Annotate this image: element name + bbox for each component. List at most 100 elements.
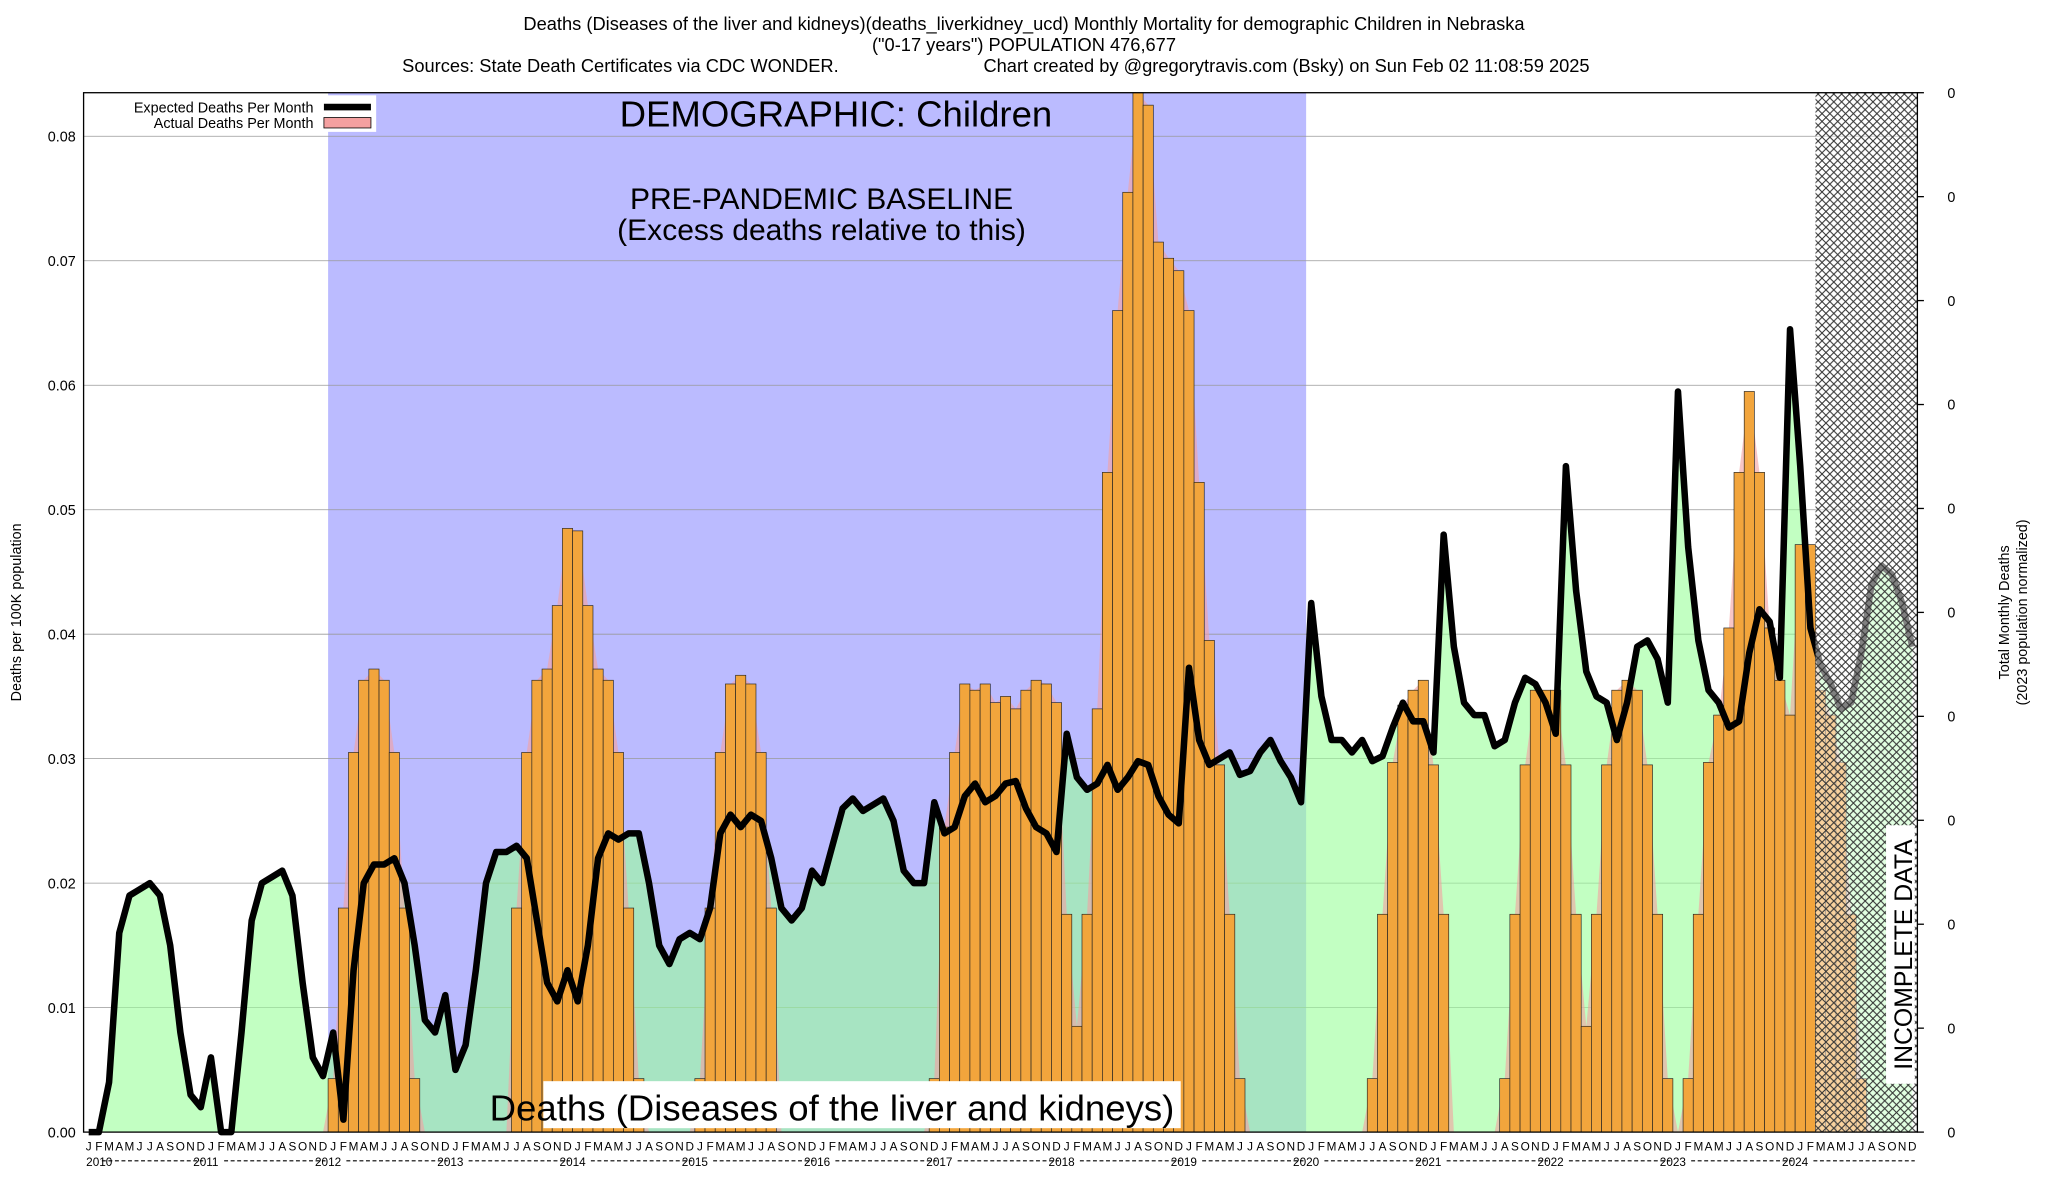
x-tick-label: D	[1175, 1140, 1184, 1153]
bar	[1560, 764, 1572, 1133]
x-tick-label: N	[1531, 1140, 1540, 1153]
x-tick-label: A	[1705, 1140, 1713, 1153]
x-tick-label: M	[247, 1140, 257, 1153]
label-box	[1886, 825, 1915, 1084]
bar	[1366, 1078, 1378, 1133]
bar	[1641, 764, 1653, 1133]
x-tick-label: O	[1154, 1140, 1163, 1153]
x-tick-label: M	[1327, 1140, 1337, 1153]
year-label: 2012	[315, 1156, 341, 1169]
bar	[613, 752, 624, 1133]
x-tick-label: A	[1216, 1140, 1224, 1153]
bar	[989, 702, 1001, 1133]
x-tick-label: O	[176, 1140, 185, 1153]
x-tick-label: N	[1653, 1140, 1662, 1153]
x-tick-label: J	[1247, 1140, 1253, 1153]
x-tick-label: A	[1460, 1140, 1468, 1153]
bar	[1499, 1078, 1511, 1133]
bar	[1662, 1078, 1674, 1133]
bar	[1142, 104, 1154, 1133]
x-tick-label: M	[715, 1140, 725, 1153]
x-tick-label: J	[1125, 1140, 1131, 1153]
bar	[745, 683, 757, 1133]
x-tick-label: J	[1308, 1140, 1314, 1153]
x-tick-label: O	[543, 1140, 552, 1153]
x-tick-label: O	[787, 1140, 796, 1153]
x-tick-label: M	[471, 1140, 481, 1153]
x-tick-label: D	[563, 1140, 572, 1153]
bar	[521, 752, 533, 1133]
x-tick-label: O	[1276, 1140, 1285, 1153]
year-label: 2024	[1782, 1156, 1809, 1169]
x-tick-label: M	[1204, 1140, 1214, 1153]
x-tick-label: A	[401, 1140, 409, 1153]
bar	[1794, 544, 1806, 1133]
bar	[368, 668, 380, 1133]
x-tick-label: F	[1318, 1140, 1325, 1153]
y2-tick-label: 0	[1947, 606, 1955, 622]
bar	[1540, 689, 1551, 1133]
year-label: 2022	[1538, 1156, 1564, 1169]
x-tick-label: S	[1144, 1140, 1152, 1153]
x-tick-label: F	[951, 1140, 958, 1153]
x-tick-label: S	[1022, 1140, 1030, 1153]
x-tick-label: J	[1431, 1140, 1437, 1153]
x-tick-label: J	[1369, 1140, 1375, 1153]
bar	[399, 907, 410, 1133]
bar	[1417, 679, 1429, 1133]
x-tick-label: M	[980, 1140, 990, 1153]
x-tick-label: O	[1398, 1140, 1407, 1153]
bar	[1000, 696, 1012, 1133]
x-tick-label: J	[1726, 1140, 1732, 1153]
x-tick-label: M	[1449, 1140, 1459, 1153]
x-tick-label: A	[645, 1140, 653, 1153]
x-tick-label: D	[1786, 1140, 1795, 1153]
plot-frame	[82, 92, 1919, 1133]
bar	[755, 752, 767, 1133]
x-tick-label: F	[1562, 1140, 1569, 1153]
annotation: DEMOGRAPHIC: Children	[620, 94, 1053, 135]
legend-label: Actual Deaths Per Month	[154, 116, 314, 132]
bar	[1774, 679, 1786, 1133]
x-tick-label: A	[278, 1140, 286, 1153]
bar	[1580, 1025, 1592, 1133]
x-tick-label: S	[1756, 1140, 1764, 1153]
y-tick-label: 0.00	[48, 1125, 76, 1141]
x-tick-label: M	[858, 1140, 868, 1153]
x-tick-label: D	[1052, 1140, 1061, 1153]
expected-line	[88, 325, 1916, 1136]
x-tick-label: J	[1186, 1140, 1192, 1153]
x-tick-label: J	[1359, 1140, 1365, 1153]
x-tick-label: A	[1134, 1140, 1142, 1153]
bar	[541, 668, 553, 1133]
x-tick-label: J	[748, 1140, 754, 1153]
bar	[582, 605, 594, 1133]
x-tick-label: M	[1103, 1140, 1113, 1153]
x-tick-label: M	[491, 1140, 501, 1153]
x-tick-label: A	[1338, 1140, 1346, 1153]
x-tick-label: F	[707, 1140, 714, 1153]
bar	[979, 683, 991, 1133]
x-tick-label: S	[533, 1140, 541, 1153]
bar	[1703, 762, 1714, 1133]
x-tick-label: O	[1521, 1140, 1530, 1153]
y2-tick-label: 0	[1947, 190, 1955, 206]
x-tick-label: J	[1848, 1140, 1854, 1153]
bar	[1631, 689, 1643, 1133]
x-tick-label: J	[1481, 1140, 1487, 1153]
y2-axis-label: (2023 population normalized)	[2015, 519, 2031, 705]
x-tick-label: J	[697, 1140, 703, 1153]
x-tick-label: J	[1675, 1140, 1681, 1153]
y-tick-label: 0.04	[48, 627, 76, 643]
x-tick-label: O	[420, 1140, 429, 1153]
x-tick-label: A	[1256, 1140, 1264, 1153]
y-tick-label: 0.03	[48, 752, 76, 768]
x-tick-label: M	[593, 1140, 603, 1153]
bar	[1754, 472, 1765, 1133]
bar	[1591, 913, 1602, 1133]
x-tick-label: M	[1347, 1140, 1357, 1153]
bar	[1723, 627, 1735, 1133]
bar	[551, 605, 563, 1133]
x-tick-label: N	[309, 1140, 318, 1153]
